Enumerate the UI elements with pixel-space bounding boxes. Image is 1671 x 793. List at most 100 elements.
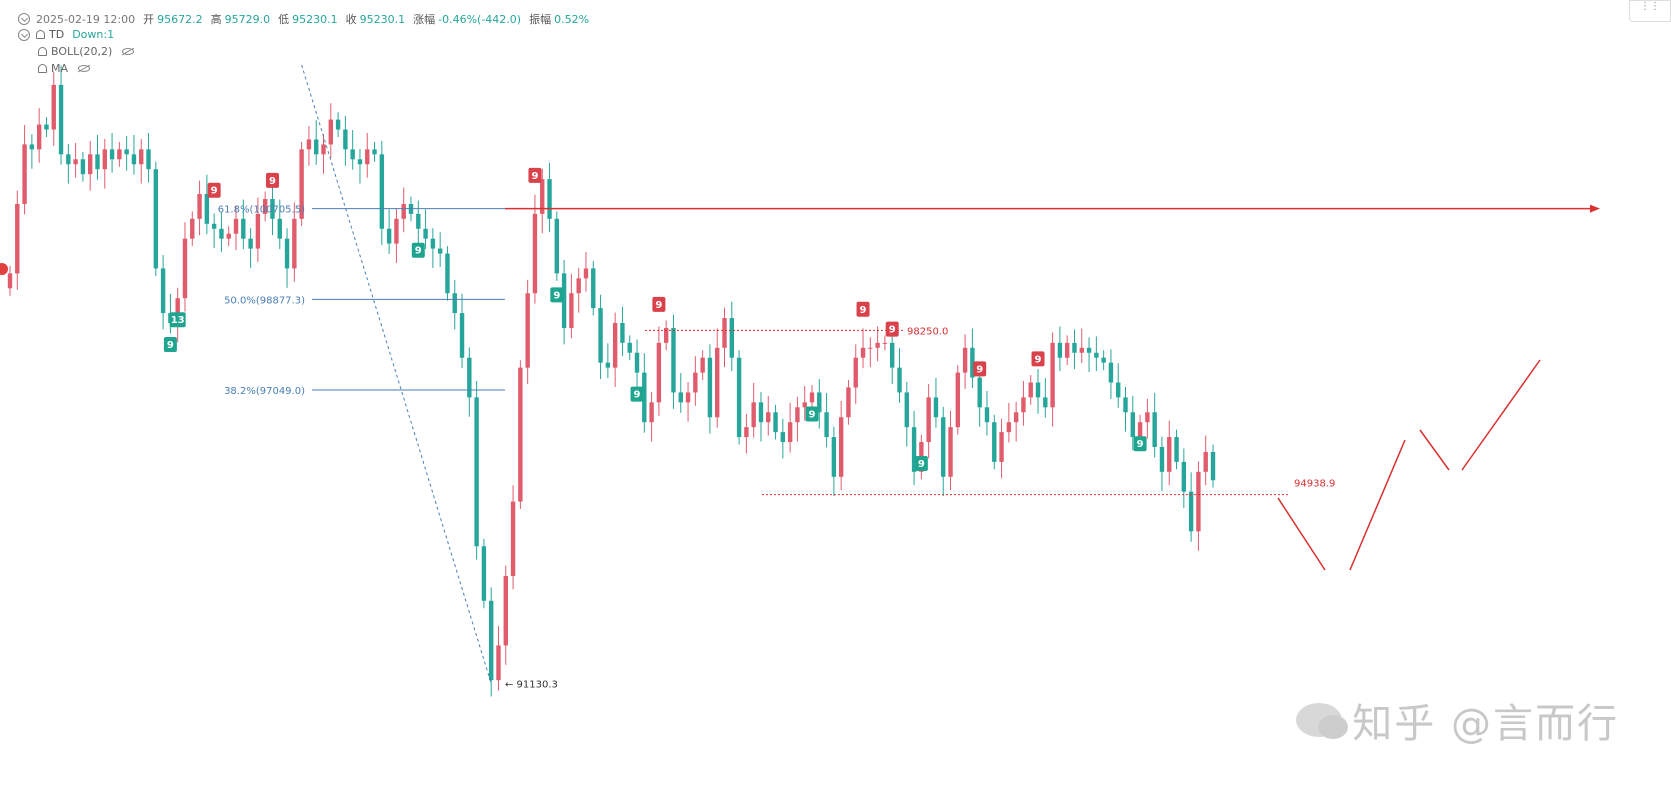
td-marker-badge [550, 287, 564, 303]
candle-body [452, 293, 457, 314]
collapse-icon[interactable] [18, 13, 30, 25]
projection-arrow-2 [1349, 439, 1406, 571]
candle-body [314, 139, 319, 155]
candle-body [984, 407, 990, 423]
candle-body [109, 149, 115, 160]
candle-body [627, 342, 632, 353]
candle-body [933, 397, 939, 418]
candle-body [357, 159, 363, 165]
fib-level-label: 61.8%(100705.5) [218, 205, 305, 216]
td-marker-badge [914, 456, 928, 472]
candle-body [1043, 397, 1048, 408]
candle-body [430, 238, 436, 249]
candle-body [882, 342, 888, 344]
candle-body [846, 387, 851, 418]
candle-body [219, 228, 224, 239]
candle-body [875, 342, 880, 348]
td-marker-badge [265, 172, 279, 188]
candle-body [510, 501, 516, 576]
candle-body [540, 179, 545, 214]
candle-body [649, 402, 654, 423]
candle-body [197, 194, 202, 219]
td-marker-badge [528, 167, 542, 183]
candle-body [926, 397, 931, 443]
toolbar-corner-button[interactable]: ⋮⋮ [1629, 0, 1671, 22]
candle-body [1006, 422, 1012, 433]
candle-body [831, 437, 837, 477]
candle-body [175, 298, 180, 323]
eye-hidden-icon[interactable] [122, 48, 135, 55]
candle-body [1196, 471, 1201, 532]
candle-body [1079, 347, 1084, 353]
td-indicator-row[interactable]: TD Down:1 [18, 28, 114, 41]
ma-indicator-row[interactable]: MA [38, 62, 91, 75]
resistance-label: 98250.0 [907, 326, 948, 337]
candle-body [1130, 412, 1135, 438]
candle-body [999, 432, 1004, 462]
candle-body [620, 322, 625, 343]
bell-icon[interactable] [38, 47, 47, 56]
td-marker-label: 9 [415, 246, 422, 257]
td-marker-label: 9 [1035, 354, 1042, 365]
candle-body [547, 179, 552, 219]
candle-body [262, 198, 268, 214]
candle-body [503, 575, 508, 646]
candle-body [1167, 437, 1172, 472]
candle-body [715, 347, 720, 418]
candle-body [182, 238, 188, 299]
candle-body [29, 144, 35, 150]
candle-body [1108, 362, 1114, 383]
candle-body [343, 129, 348, 150]
low-value: 95230.1 [292, 12, 338, 26]
amplitude-value: 0.52% [554, 12, 590, 26]
td-marker-label: 9 [1137, 439, 1144, 450]
candle-body [102, 149, 107, 170]
candle-body [66, 154, 71, 165]
fib-level-label: 50.0%(98877.3) [224, 295, 305, 306]
collapse-icon[interactable] [18, 28, 30, 41]
candle-body [1137, 422, 1143, 438]
candle-body [1145, 412, 1150, 423]
candle-body [335, 119, 341, 130]
boll-indicator-row[interactable]: BOLL(20,2) [38, 45, 135, 58]
candle-body [160, 268, 166, 314]
td-marker-badge [885, 321, 899, 337]
candle-body [897, 367, 902, 393]
candle-body [525, 293, 530, 368]
watermark: 知乎 @言而行 [1296, 691, 1619, 749]
high-value: 95729.0 [224, 12, 271, 26]
candle-body [962, 347, 968, 373]
candle-body [824, 412, 829, 438]
candle-body [751, 402, 756, 428]
bell-icon[interactable] [36, 30, 45, 39]
candle-body [591, 268, 596, 309]
td-marker-label: 9 [211, 186, 218, 197]
eye-hidden-icon[interactable] [78, 65, 91, 72]
candle-body [401, 203, 406, 219]
candle-body [685, 392, 691, 403]
support-label: 94938.9 [1294, 479, 1335, 490]
candle-body [678, 392, 683, 403]
candle-body [561, 273, 567, 328]
candle-body [365, 149, 370, 165]
candle-body [948, 427, 953, 477]
candle-body [321, 144, 326, 155]
candle-body [58, 84, 64, 155]
candle-body [1057, 342, 1063, 358]
td-marker-label: 13 [171, 315, 185, 326]
candle-body [233, 218, 239, 234]
low-price-label: ← 91130.3 [505, 680, 558, 691]
bell-icon[interactable] [38, 64, 47, 73]
candle-body [736, 357, 742, 438]
price-alert-badge[interactable] [0, 263, 8, 275]
candle-body [299, 149, 304, 219]
candle-body [153, 169, 159, 269]
td-marker-label: 9 [889, 325, 896, 336]
candle-body [226, 233, 231, 239]
td-marker-label: 9 [918, 459, 925, 470]
td-marker-badge [207, 182, 221, 198]
candle-body [817, 392, 822, 413]
candle-body [36, 124, 42, 150]
